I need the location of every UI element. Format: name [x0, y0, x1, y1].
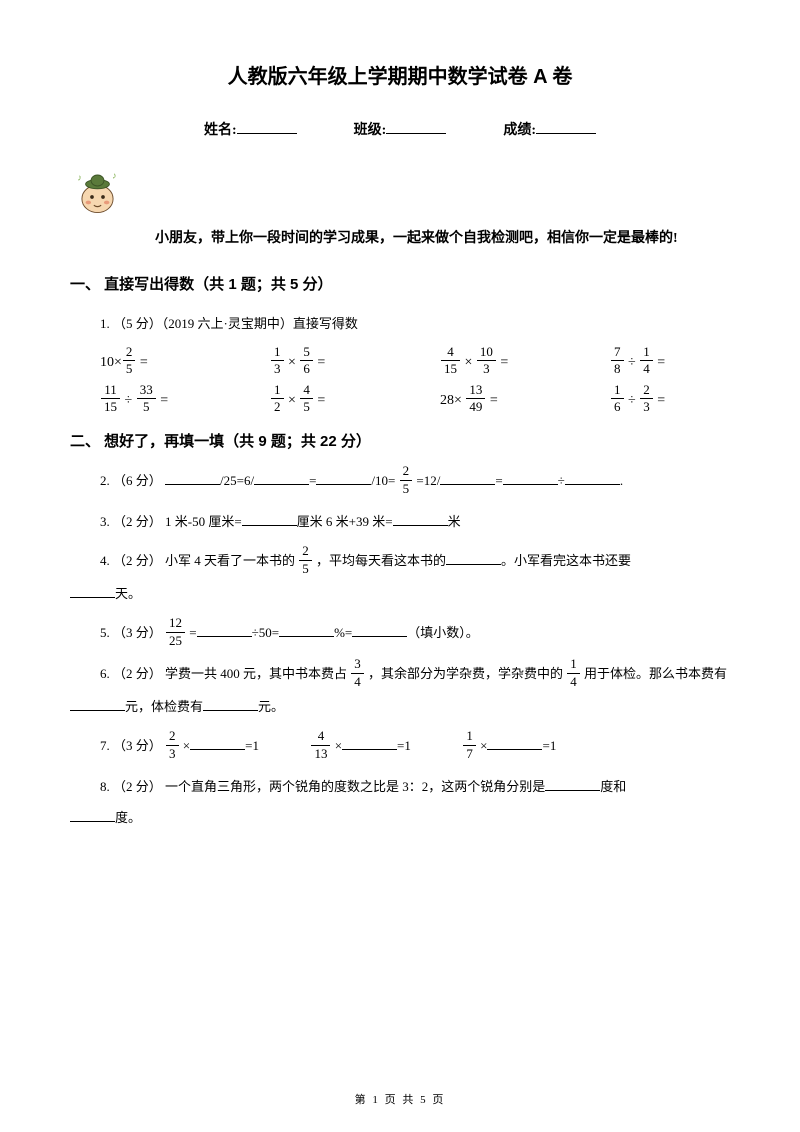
- page-footer: 第 1 页 共 5 页: [0, 1091, 800, 1107]
- question-7: 7. （3 分） 23 ×=1 413 ×=1 17 ×=1: [100, 730, 730, 763]
- intro-content: 小朋友，带上你一段时间的学习成果，一起来做个自我检测吧，相信你一定是最棒的!: [155, 231, 678, 246]
- question-4: 4. （2 分） 小军 4 天看了一本书的 25 ，平均每天看这本书的。小军看完…: [100, 545, 730, 609]
- eq-cell: 12 × 45 =: [270, 385, 390, 417]
- question-3: 3. （2 分） 1 米-50 厘米=厘米 6 米+39 米=米: [100, 506, 730, 537]
- mascot-icon: ♪ ♪: [70, 164, 125, 219]
- eq-cell: 13 × 56 =: [270, 347, 390, 379]
- question-5: 5. （3 分） 1225 =÷50=%=（填小数）。: [100, 617, 730, 650]
- score-blank[interactable]: [536, 120, 596, 134]
- name-blank[interactable]: [237, 120, 297, 134]
- section-1-heading: 一、 直接写出得数（共 1 题；共 5 分）: [70, 273, 730, 294]
- class-blank[interactable]: [386, 120, 446, 134]
- eq-cell: 78 ÷ 14 =: [610, 347, 730, 379]
- section-2-heading: 二、 想好了，再填一填（共 9 题；共 22 分）: [70, 430, 730, 451]
- eq-cell: 16 ÷ 23 =: [610, 385, 730, 417]
- eq-row-1: 10×25 = 13 × 56 = 415 × 103 = 78 ÷ 14 =: [100, 347, 730, 379]
- score-label: 成绩:: [503, 123, 536, 138]
- eq-cell: 28× 1349 =: [440, 385, 560, 417]
- mascot-row: ♪ ♪: [70, 164, 730, 219]
- exam-page: 人教版六年级上学期期中数学试卷 A 卷 姓名: 班级: 成绩: ♪ ♪ 小朋友，…: [0, 0, 800, 1132]
- question-8: 8. （2 分） 一个直角三角形，两个锐角的度数之比是 3：2，这两个锐角分别是…: [100, 771, 730, 833]
- page-title: 人教版六年级上学期期中数学试卷 A 卷: [70, 60, 730, 89]
- svg-text:♪: ♪: [112, 171, 117, 181]
- eq-cell: 1115 ÷ 335 =: [100, 385, 220, 417]
- question-2: 2. （6 分） /25=6/=/10= 25 =12/=÷.: [100, 465, 730, 498]
- svg-text:♪: ♪: [77, 173, 82, 183]
- eq-row-2: 1115 ÷ 335 = 12 × 45 = 28× 1349 = 16 ÷ 2…: [100, 385, 730, 417]
- eq-cell: 10×25 =: [100, 347, 220, 379]
- question-1: 1. （5 分）（2019 六上·灵宝期中）直接写得数: [100, 308, 730, 339]
- student-info-row: 姓名: 班级: 成绩:: [70, 119, 730, 139]
- eq-cell: 415 × 103 =: [440, 347, 560, 379]
- question-6: 6. （2 分） 学费一共 400 元，其中书本费占 34 ，其余部分为学杂费，…: [100, 658, 730, 722]
- intro-text: 小朋友，带上你一段时间的学习成果，一起来做个自我检测吧，相信你一定是最棒的!: [70, 224, 730, 255]
- class-label: 班级:: [354, 123, 387, 138]
- name-label: 姓名:: [204, 123, 237, 138]
